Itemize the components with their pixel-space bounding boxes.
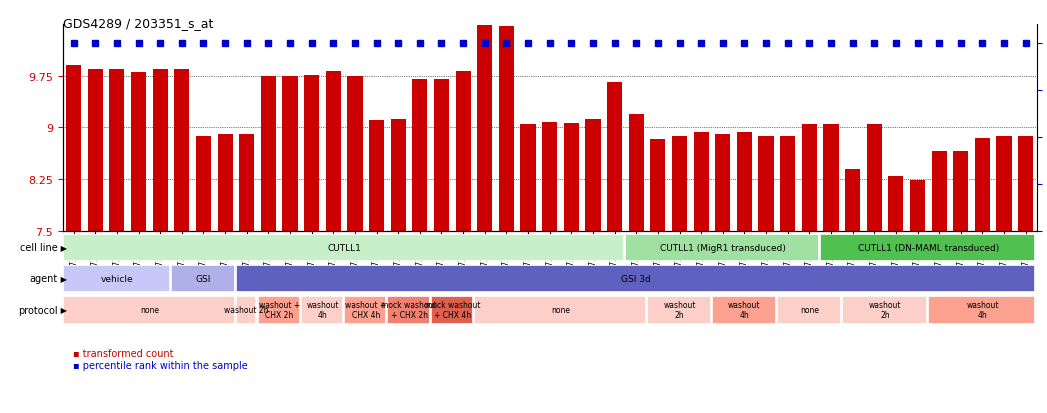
FancyBboxPatch shape xyxy=(387,297,428,323)
Bar xyxy=(910,181,926,231)
FancyBboxPatch shape xyxy=(777,297,840,323)
Bar xyxy=(650,140,666,231)
FancyBboxPatch shape xyxy=(712,297,775,323)
Text: GSI: GSI xyxy=(196,274,211,283)
Text: cell line: cell line xyxy=(20,243,58,253)
Bar xyxy=(997,136,1011,231)
FancyBboxPatch shape xyxy=(625,235,818,261)
Bar xyxy=(888,176,904,231)
Bar xyxy=(693,133,709,231)
Bar xyxy=(433,80,449,231)
Text: ▪ transformed count: ▪ transformed count xyxy=(73,348,174,358)
Text: washout +
CHX 4h: washout + CHX 4h xyxy=(346,300,386,319)
Text: mock washout
+ CHX 2h: mock washout + CHX 2h xyxy=(381,300,437,319)
Text: washout
4h: washout 4h xyxy=(728,300,761,319)
Bar xyxy=(153,69,168,231)
Bar xyxy=(932,152,946,231)
Text: washout
4h: washout 4h xyxy=(306,300,339,319)
FancyBboxPatch shape xyxy=(171,266,233,292)
Bar xyxy=(413,80,427,231)
Bar xyxy=(391,120,406,231)
Bar xyxy=(109,69,125,231)
Bar xyxy=(174,69,190,231)
FancyBboxPatch shape xyxy=(929,297,1034,323)
Text: washout
4h: washout 4h xyxy=(966,300,999,319)
Bar xyxy=(369,121,384,231)
Bar xyxy=(563,124,579,231)
Text: washout 2h: washout 2h xyxy=(224,305,269,314)
FancyBboxPatch shape xyxy=(258,297,298,323)
Bar xyxy=(196,136,211,231)
Bar xyxy=(66,66,82,231)
Bar xyxy=(867,125,882,231)
Text: ▶: ▶ xyxy=(58,305,67,314)
FancyBboxPatch shape xyxy=(300,297,342,323)
Bar xyxy=(261,76,276,231)
Bar xyxy=(1018,136,1033,231)
Text: CUTLL1 (DN-MAML transduced): CUTLL1 (DN-MAML transduced) xyxy=(857,243,999,252)
Bar xyxy=(953,152,968,231)
Text: none: none xyxy=(140,305,159,314)
Bar xyxy=(715,135,731,231)
Text: GDS4289 / 203351_s_at: GDS4289 / 203351_s_at xyxy=(63,17,214,29)
Bar xyxy=(672,136,687,231)
FancyBboxPatch shape xyxy=(344,297,385,323)
Text: washout
2h: washout 2h xyxy=(869,300,901,319)
FancyBboxPatch shape xyxy=(63,235,623,261)
Bar xyxy=(802,125,817,231)
Text: ▶: ▶ xyxy=(58,243,67,252)
Bar xyxy=(218,135,232,231)
Text: mock washout
+ CHX 4h: mock washout + CHX 4h xyxy=(424,300,481,319)
FancyBboxPatch shape xyxy=(63,266,169,292)
Bar xyxy=(628,114,644,231)
Text: washout
2h: washout 2h xyxy=(663,300,696,319)
FancyBboxPatch shape xyxy=(63,297,233,323)
FancyBboxPatch shape xyxy=(236,297,255,323)
Text: vehicle: vehicle xyxy=(101,274,133,283)
FancyBboxPatch shape xyxy=(842,297,927,323)
FancyBboxPatch shape xyxy=(474,297,645,323)
Bar xyxy=(607,83,622,231)
Bar xyxy=(348,76,362,231)
Bar xyxy=(780,136,796,231)
FancyBboxPatch shape xyxy=(647,297,710,323)
Bar xyxy=(283,76,297,231)
Text: none: none xyxy=(551,305,570,314)
Bar xyxy=(304,76,319,231)
Text: protocol: protocol xyxy=(18,305,58,315)
Bar xyxy=(131,73,147,231)
FancyBboxPatch shape xyxy=(430,297,472,323)
Text: CUTLL1: CUTLL1 xyxy=(327,243,361,252)
Bar xyxy=(737,133,752,231)
Text: washout +
CHX 2h: washout + CHX 2h xyxy=(259,300,299,319)
Bar xyxy=(585,120,601,231)
Text: CUTLL1 (MigR1 transduced): CUTLL1 (MigR1 transduced) xyxy=(660,243,785,252)
Bar xyxy=(542,123,557,231)
Bar xyxy=(477,26,492,231)
Bar xyxy=(88,69,103,231)
Text: GSI 3d: GSI 3d xyxy=(621,274,651,283)
Text: ▶: ▶ xyxy=(58,274,67,283)
Bar xyxy=(845,169,861,231)
FancyBboxPatch shape xyxy=(236,266,1034,292)
FancyBboxPatch shape xyxy=(820,235,1034,261)
Text: none: none xyxy=(800,305,819,314)
Bar xyxy=(758,136,774,231)
Bar xyxy=(823,125,839,231)
Bar xyxy=(975,138,990,231)
Text: ▪ percentile rank within the sample: ▪ percentile rank within the sample xyxy=(73,361,248,370)
Bar xyxy=(239,135,254,231)
Bar xyxy=(498,27,514,231)
Bar xyxy=(326,71,341,231)
Text: agent: agent xyxy=(29,274,58,284)
Bar xyxy=(455,71,471,231)
Bar xyxy=(520,125,536,231)
